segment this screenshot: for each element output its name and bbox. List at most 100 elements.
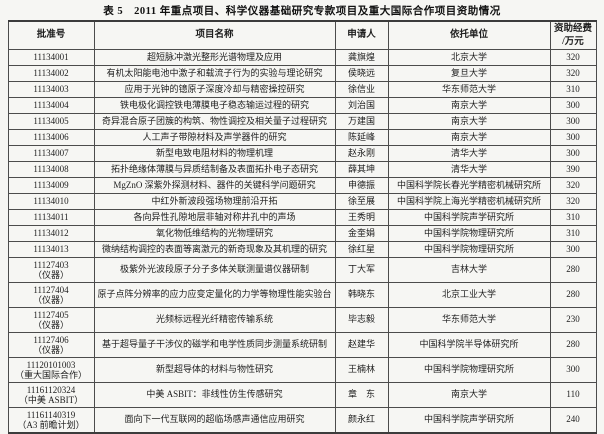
header-amount-line1: 资助经费: [553, 24, 592, 35]
cell-institution: 华东师范大学: [387, 81, 551, 98]
cell-approval-no: 11127405 （仪器）: [7, 307, 95, 333]
cell-amount: 110: [549, 382, 597, 408]
cell-amount: 230: [549, 307, 597, 333]
cell-approval-no: 11134004: [7, 97, 95, 114]
cell-institution: 复旦大学: [387, 65, 551, 82]
cell-applicant: 赵建华: [334, 332, 389, 358]
cell-applicant: 徐信业: [334, 81, 389, 98]
cell-project-name: 新型电致电阻材料的物理机理: [93, 145, 336, 162]
cell-project-name: 基于超导量子干涉仪的磁学和电学性质同步测量系统研制: [93, 332, 336, 358]
cell-applicant: 刘治国: [334, 97, 389, 114]
approval-note: （仪器）: [32, 270, 69, 280]
cell-project-name: 微纳结构调控的表面等离激元的新奇现象及其机理的研究: [93, 241, 336, 258]
cell-approval-no: 11134001: [7, 49, 95, 66]
approval-number: 11134012: [33, 228, 69, 239]
approval-note: （重大国际合作）: [14, 370, 87, 380]
cell-approval-no: 11161120324 （中美 ASBIT）: [7, 382, 95, 408]
cell-amount: 320: [549, 193, 597, 210]
approval-number: 11134011: [33, 212, 69, 223]
cell-approval-no: 11161140319 （A3 前瞻计划）: [7, 407, 95, 434]
approval-number: 11134002: [33, 68, 69, 79]
approval-number: 11161140319: [26, 409, 76, 420]
approval-number: 11134001: [33, 52, 69, 63]
cell-applicant: 毕志毅: [334, 307, 389, 333]
table-body: 11134001 超短脉冲激光整形光谱物理及应用 龚旗煌 北京大学 320 11…: [7, 49, 597, 434]
table-row: 11120101003 （重大国际合作） 新型超导体的材料与物性研究 王楠林 中…: [7, 357, 597, 383]
approval-note: （仪器）: [32, 345, 69, 355]
cell-approval-no: 11134002: [7, 65, 95, 82]
approval-note: （A3 前瞻计划）: [17, 420, 85, 430]
approval-number: 11134005: [33, 116, 69, 127]
cell-amount: 310: [549, 209, 597, 226]
cell-amount: 300: [549, 97, 597, 114]
cell-applicant: 徐至展: [334, 193, 389, 210]
cell-applicant: 陈延峰: [334, 129, 389, 146]
cell-project-name: 拓扑绝缘体薄膜与异质结制备及表面拓扑电子态研究: [93, 161, 336, 178]
cell-applicant: 颜永红: [334, 407, 389, 434]
cell-institution: 中国科学院声学研究所: [387, 209, 551, 226]
cell-amount: 280: [549, 282, 597, 308]
cell-institution: 中国科学院物理研究所: [387, 241, 551, 258]
cell-institution: 吉林大学: [387, 257, 551, 283]
cell-institution: 中国科学院半导体研究所: [387, 332, 551, 358]
cell-amount: 300: [549, 241, 597, 258]
cell-institution: 清华大学: [387, 161, 551, 178]
cell-applicant: 丁大军: [334, 257, 389, 283]
approval-number: 11120101003: [26, 359, 76, 370]
approval-number: 11134007: [33, 148, 69, 159]
cell-approval-no: 11127403 （仪器）: [7, 257, 95, 283]
table-row: 11134012 氧化物低维结构的光物理研究 金奎娟 中国科学院物理研究所 31…: [7, 225, 597, 242]
approval-number: 11134013: [33, 244, 69, 255]
approval-number: 11127403: [33, 259, 69, 270]
cell-amount: 320: [549, 177, 597, 194]
table-row: 11134005 奇异混合原子团簇的构筑、物性调控及相关量子过程研究 万建国 南…: [7, 113, 597, 130]
cell-approval-no: 11134007: [7, 145, 95, 162]
table-row: 11134013 微纳结构调控的表面等离激元的新奇现象及其机理的研究 徐红星 中…: [7, 241, 597, 258]
approval-number: 11127405: [33, 309, 69, 320]
cell-applicant: 韩晓东: [334, 282, 389, 308]
cell-project-name: 面向下一代互联网的超临场感声通信应用研究: [93, 407, 336, 434]
cell-approval-no: 11127404 （仪器）: [7, 282, 95, 308]
table-row: 11134003 应用于光钟的镱原子深度冷却与精密操控研究 徐信业 华东师范大学…: [7, 81, 597, 98]
cell-approval-no: 11134010: [7, 193, 95, 210]
table-row: 11134008 拓扑绝缘体薄膜与异质结制备及表面拓扑电子态研究 薛其坤 清华大…: [7, 161, 597, 178]
approval-number: 11134008: [33, 164, 69, 175]
cell-applicant: 万建国: [334, 113, 389, 130]
table-row: 11134002 有机太阳能电池中激子和载流子行为的实验与理论研究 侯晓远 复旦…: [7, 65, 597, 82]
cell-project-name: 奇异混合原子团簇的构筑、物性调控及相关量子过程研究: [93, 113, 336, 130]
cell-project-name: MgZnO 深紫外探测材料、器件的关键科学问题研究: [93, 177, 336, 194]
cell-project-name: 中红外新波段强场物理前沿开拓: [93, 193, 336, 210]
cell-institution: 中国科学院物理研究所: [387, 357, 551, 383]
approval-number: 11161120324: [26, 384, 76, 395]
cell-project-name: 各向异性孔隙地层非轴对称井孔中的声场: [93, 209, 336, 226]
header-amount-line2: /万元: [562, 36, 584, 47]
table-row: 11134009 MgZnO 深紫外探测材料、器件的关键科学问题研究 申德振 中…: [7, 177, 597, 194]
approval-note: （中美 ASBIT）: [18, 395, 84, 405]
approval-number: 11127406: [33, 334, 69, 345]
cell-amount: 320: [549, 49, 597, 66]
approval-note: （仪器）: [32, 295, 69, 305]
cell-institution: 华东师范大学: [387, 307, 551, 333]
cell-applicant: 金奎娟: [334, 225, 389, 242]
funding-table: 批准号 项目名称 申请人 依托单位 资助经费 /万元 11134001 超短脉冲…: [7, 20, 597, 434]
cell-institution: 中国科学院长春光学精密机械研究所: [387, 177, 551, 194]
cell-project-name: 应用于光钟的镱原子深度冷却与精密操控研究: [93, 81, 336, 98]
cell-approval-no: 11134005: [7, 113, 95, 130]
cell-project-name: 氧化物低维结构的光物理研究: [93, 225, 336, 242]
cell-approval-no: 11134008: [7, 161, 95, 178]
cell-institution: 南京大学: [387, 382, 551, 408]
approval-number: 11134006: [33, 132, 69, 143]
approval-number: 11134003: [33, 84, 69, 95]
cell-applicant: 薛其坤: [334, 161, 389, 178]
cell-project-name: 人工声子带隙材料及声学器件的研究: [93, 129, 336, 146]
cell-applicant: 赵永刚: [334, 145, 389, 162]
cell-approval-no: 11134009: [7, 177, 95, 194]
cell-institution: 中国科学院上海光学精密机械研究所: [387, 193, 551, 210]
cell-amount: 310: [549, 225, 597, 242]
cell-project-name: 有机太阳能电池中激子和载流子行为的实验与理论研究: [93, 65, 336, 82]
header-project-name: 项目名称: [93, 20, 336, 50]
cell-amount: 300: [549, 129, 597, 146]
cell-amount: 300: [549, 113, 597, 130]
cell-applicant: 侯晓远: [334, 65, 389, 82]
